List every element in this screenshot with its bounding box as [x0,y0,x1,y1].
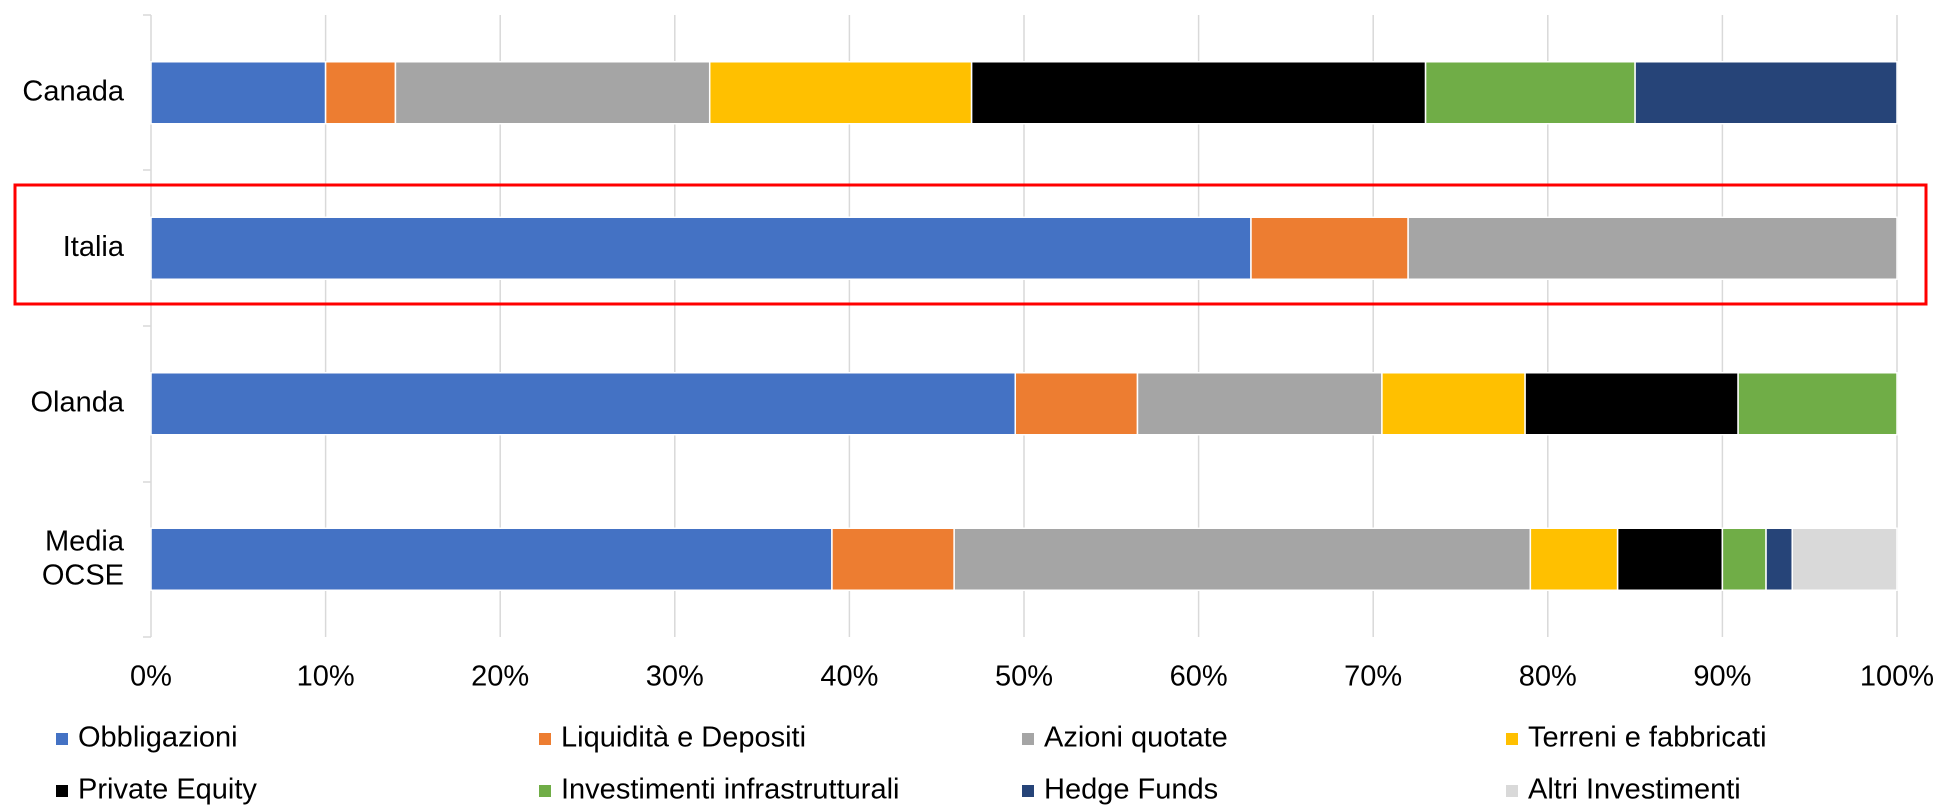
bar-segment [1136,372,1383,436]
bar-segment [1250,216,1409,280]
bar-segment [150,372,1017,436]
bar-segment [150,216,1252,280]
bar-segment [1721,527,1767,591]
legend-swatch [1022,785,1034,797]
y-tick-label: Canada [22,75,124,107]
bar-segment [394,61,711,125]
legend-label: Hedge Funds [1044,774,1218,806]
x-tick-label: 20% [471,661,529,693]
x-tick-label: 0% [130,661,172,693]
legend-swatch [539,733,551,745]
y-tick-label: Media OCSE [42,525,125,591]
legend-swatch [539,785,551,797]
bar-segment [150,61,327,125]
bar-segment [1737,372,1898,436]
y-tick-label: Olanda [30,386,124,418]
legend-label: Azioni quotate [1044,722,1228,754]
legend-swatch [56,785,68,797]
x-tick-label: 10% [297,661,355,693]
legend-label: Private Equity [78,774,257,806]
bar-segment [1381,372,1526,436]
x-tick-label: 60% [1170,661,1228,693]
bar-segment [1765,527,1793,591]
x-tick-label: 80% [1519,661,1577,693]
bar-segment [1014,372,1139,436]
bar-segment [1791,527,1898,591]
bar-segment [831,527,955,591]
category-axis [143,14,152,638]
x-tick-label: 70% [1344,661,1402,693]
bars [150,61,1898,591]
y-tick-label: Italia [63,231,125,263]
x-tick-label: 30% [646,661,704,693]
x-tick-label: 40% [820,661,878,693]
bar-segment [1524,372,1739,436]
legend-swatch [1506,785,1518,797]
bar-segment [970,61,1427,125]
bar-segment [150,527,833,591]
bar-segment [1424,61,1636,125]
x-tick-label: 100% [1860,661,1934,693]
x-tick-label: 90% [1693,661,1751,693]
legend-label: Terreni e fabbricati [1528,722,1767,754]
legend-label: Investimenti infrastrutturali [561,774,899,806]
bar-segment [1529,527,1619,591]
bar-segment [1616,527,1724,591]
bar-segment [324,61,397,125]
legend-label: Altri Investimenti [1528,774,1741,806]
bar-segment [1407,216,1898,280]
legend-label: Liquidità e Depositi [561,722,806,754]
legend-swatch [56,733,68,745]
highlight-box [13,183,1928,306]
bar-segment [953,527,1532,591]
legend-swatch [1506,733,1518,745]
legend-label: Obbligazioni [78,722,238,754]
bar-segment [1634,61,1898,125]
legend-swatch [1022,733,1034,745]
x-tick-label: 50% [995,661,1053,693]
bar-segment [708,61,973,125]
